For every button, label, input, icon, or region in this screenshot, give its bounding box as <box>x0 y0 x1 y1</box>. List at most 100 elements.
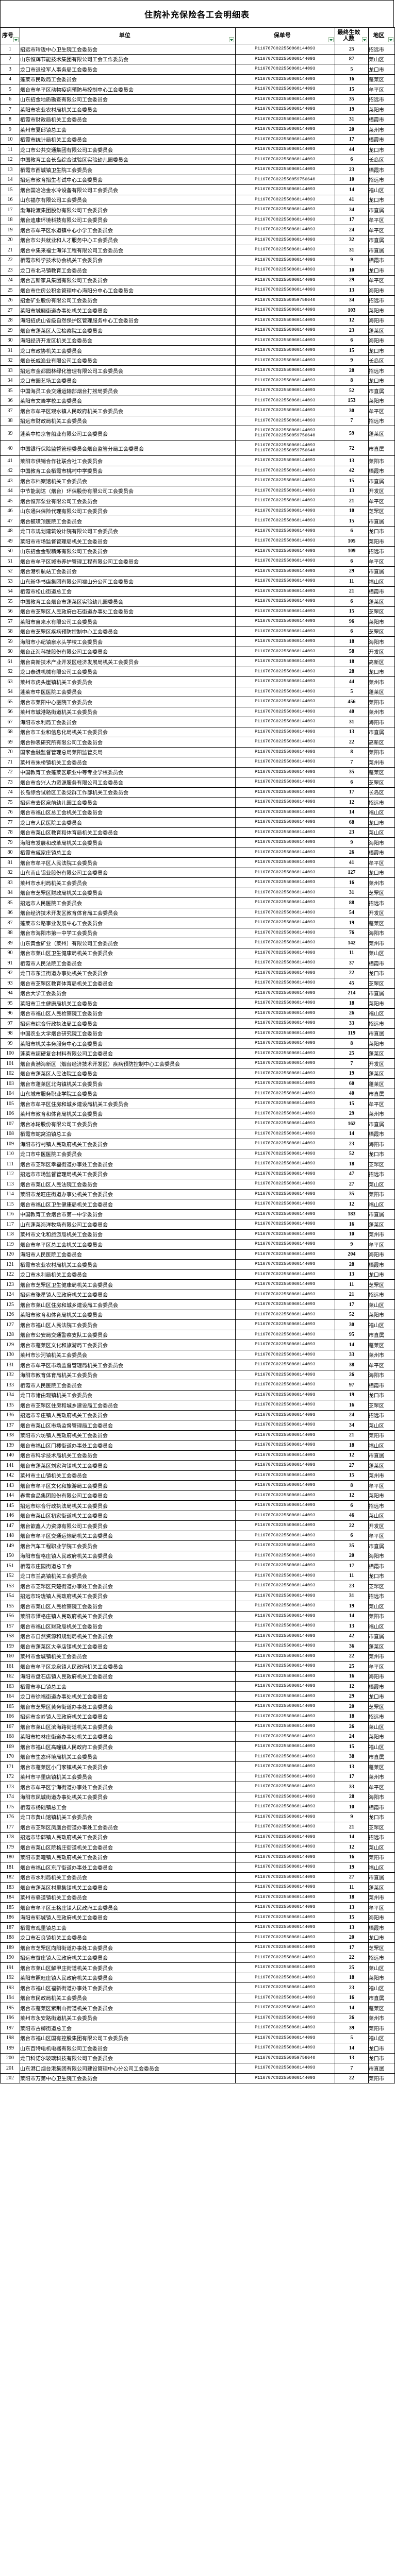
cell-count: 21 <box>334 1430 369 1440</box>
cell-count: 31 <box>334 114 369 125</box>
policy-number: P116707C022550060144093 <box>255 1382 316 1387</box>
policy-number: P116707C022550060144093 <box>255 317 316 323</box>
cell-region: 龙口市 <box>368 1811 395 1822</box>
cell-count: 18 <box>334 1711 369 1722</box>
table-row: 30 海阳经济开发区机关工会委员会 P116707C022550060144093 6… <box>0 335 395 346</box>
cell-region: 海阳市 <box>368 1791 395 1802</box>
table-row: 101 烟台黄渤海新区（烟台经济技术开发区）疾病预防控制中心工会委员会 P11670… <box>0 1058 395 1069</box>
cell-unit: 栖霞市统计局机关工会委员会 <box>20 134 236 145</box>
cell-policy: P116707C022550060144093 <box>235 1510 335 1521</box>
cell-region: 栖霞市 <box>368 465 395 476</box>
cell-unit: 烟台市牟平区市场监督管理局机关工会委员会 <box>20 1360 236 1370</box>
table-row: 94 烟台大学工会委员会 P116707C022550060144093 214 市直属 <box>0 988 395 998</box>
table-row: 84 烟台市芝罘区财政局机关工会委员会 P116707C02255006014409… <box>0 887 395 898</box>
cell-region: 莱山区 <box>368 1962 395 1973</box>
cell-index: 122 <box>0 1269 21 1280</box>
cell-region: 牟平区 <box>368 1661 395 1672</box>
cell-unit: 海阳市水利局工会委员会 <box>20 717 236 727</box>
policy-number: P116707C022550060144093 <box>255 126 316 132</box>
cell-policy: P116707C022550060144093 <box>235 947 335 958</box>
cell-region: 莱州市 <box>368 1470 395 1481</box>
cell-region: 福山区 <box>368 1741 395 1752</box>
cell-count: 13 <box>334 1269 369 1280</box>
cell-index: 193 <box>0 1982 21 1993</box>
cell-policy: P116707C022550060144093 <box>235 385 335 396</box>
cell-policy: P116707C022550060144093 <box>235 897 335 908</box>
cell-index: 146 <box>0 1510 21 1521</box>
table-row: 49 莱阳市市场监督管理局机关工会委员会 P116707C0225500601440… <box>0 536 395 547</box>
table-row: 112 招远市市场监督管理局机关工会委员会 P116707C022550060144… <box>0 1168 395 1179</box>
cell-policy: P116707C022550060144093 <box>235 1209 335 1219</box>
policy-number: P116707C022550060144093 <box>255 779 316 785</box>
cell-index: 61 <box>0 656 21 667</box>
cell-index: 4 <box>0 74 21 84</box>
cell-index: 169 <box>0 1741 21 1752</box>
policy-number: P116707C022550060144093 <box>255 1422 316 1428</box>
cell-index: 7 <box>0 104 21 115</box>
cell-unit: 海阳市发展和改革局机关工会委员会 <box>20 837 236 848</box>
cell-region: 市直属 <box>368 988 395 998</box>
policy-number: P116707C022550060144093 <box>255 1342 316 1347</box>
policy-number: P116707C022550060144093 <box>255 2075 316 2080</box>
cell-policy: P116707C022550060144093 <box>235 184 335 195</box>
cell-region: 市直属 <box>368 440 395 456</box>
cell-region: 市直属 <box>368 385 395 396</box>
filter-dropdown-icon-unit[interactable] <box>228 37 234 42</box>
cell-region: 龙口市 <box>368 1389 395 1400</box>
policy-number: P116707C022550060144093 <box>255 1211 316 1216</box>
cell-count: 13 <box>334 485 369 496</box>
cell-index: 150 <box>0 1550 21 1561</box>
cell-index: 182 <box>0 1872 21 1883</box>
cell-region: 龙口市 <box>368 526 395 536</box>
cell-count: 46 <box>334 1510 369 1521</box>
cell-policy: P116707C022550060144093 <box>235 1179 335 1190</box>
policy-number: P116707C022550060144093 <box>255 1150 316 1156</box>
cell-unit: 烟台市福山区财政局机关工会委员会 <box>20 1621 236 1632</box>
cell-policy: P116707C022550060144093 <box>235 767 335 777</box>
cell-index: 170 <box>0 1751 21 1762</box>
cell-region: 海阳市 <box>368 1139 395 1149</box>
table-row: 201 山东港口烟台港集团有限公司建设管理中心分公司工会委员会 P116707C02… <box>0 2063 395 2074</box>
filter-dropdown-icon-policy[interactable] <box>328 37 334 42</box>
table-row: 57 莱阳市自来水有限公司工会委员会 P116707C022550060144093… <box>0 616 395 627</box>
cell-unit: 莱州市土山镇机关工会委员会 <box>20 1470 236 1481</box>
cell-region: 莱山区 <box>368 827 395 838</box>
cell-index: 89 <box>0 938 21 948</box>
cell-index: 33 <box>0 365 21 376</box>
table-row: 157 烟台市福山区财政局机关工会委员会 P116707C0225500601440… <box>0 1621 395 1632</box>
table-row: 15 烟台国冶冶金水冷设备有限公司工会委员会 P116707C02255006014… <box>0 184 395 195</box>
cell-region: 福山区 <box>368 1982 395 1993</box>
policy-number: P116707C022550059756640 <box>255 448 316 453</box>
table-row: 131 烟台市牟平区市场监督管理局机关工会委员会 P116707C022550060… <box>0 1360 395 1370</box>
cell-index: 75 <box>0 797 21 808</box>
policy-number: P116707C022550060144093 <box>255 187 316 192</box>
policy-number: P116707C022550060144093 <box>255 1663 316 1669</box>
filter-dropdown-icon-count[interactable] <box>361 37 367 42</box>
cell-index: 162 <box>0 1671 21 1682</box>
cell-policy: P116707C022550060144093 <box>235 1882 335 1893</box>
cell-index: 154 <box>0 1590 21 1601</box>
cell-region: 栖霞市 <box>368 164 395 175</box>
cell-index: 32 <box>0 355 21 366</box>
cell-policy: P116707C022550060144093 <box>235 526 335 536</box>
filter-dropdown-icon-index[interactable] <box>13 37 19 42</box>
cell-policy: P116707C022550059756640 <box>235 174 335 185</box>
table-row: 148 烟台市牟平区交通运输局机关工会委员会 P116707C02255006014… <box>0 1530 395 1541</box>
cell-unit: 烟台市公共就业和人才服务中心工会委员会 <box>20 234 236 245</box>
cell-policy: P116707C022550060144093 <box>235 1098 335 1109</box>
cell-index: 195 <box>0 2003 21 2013</box>
cell-index: 165 <box>0 1701 21 1712</box>
cell-unit: 海阳市盘石店镇人民政府机关工会委员会 <box>20 1671 236 1682</box>
table-row: 100 蓬莱市超硬复合材料有限公司工会委员会 P116707C02255006014… <box>0 1048 395 1059</box>
cell-index: 73 <box>0 777 21 788</box>
filter-dropdown-icon-region[interactable] <box>388 37 393 42</box>
cell-region: 莱阳市 <box>368 1189 395 1199</box>
cell-count: 25 <box>334 1048 369 1059</box>
cell-unit: 山东福尔有限公司工会委员会 <box>20 194 236 205</box>
cell-policy: P116707C022550060144093 <box>235 847 335 858</box>
cell-policy: P116707C022550060144093 <box>235 94 335 105</box>
cell-count: 23 <box>334 325 369 336</box>
cell-unit: 烟台正海科技股份有限公司工会委员会 <box>20 646 236 657</box>
cell-region: 开发区 <box>368 646 395 657</box>
cell-count: 214 <box>334 988 369 998</box>
